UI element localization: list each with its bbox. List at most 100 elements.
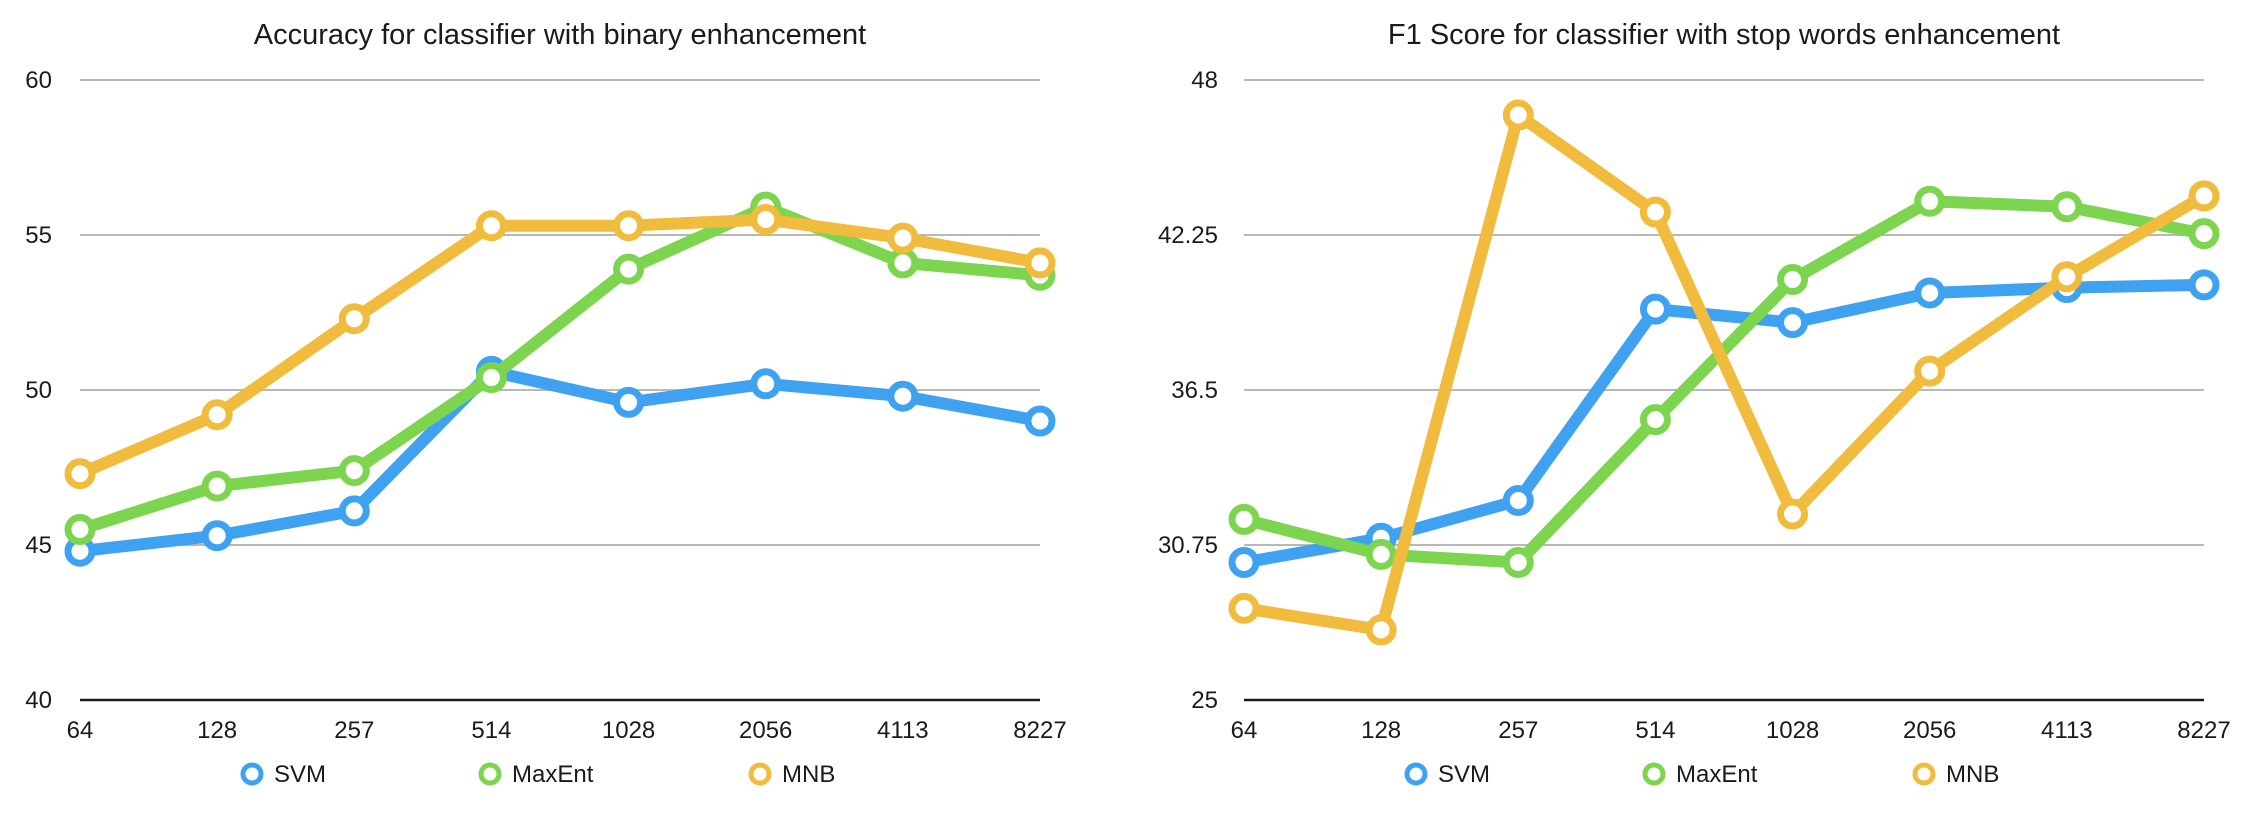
chart-title: Accuracy for classifier with binary enha… (254, 19, 866, 51)
legend-label: MNB (782, 761, 835, 788)
data-point-maxent (1777, 263, 1809, 295)
y-tick-label: 42.25 (1158, 222, 1218, 249)
data-point-mnb (338, 303, 370, 335)
series-maxent (64, 191, 1056, 545)
data-point-svm (1024, 405, 1056, 437)
data-point-maxent (201, 470, 233, 502)
legend-label: SVM (274, 761, 326, 788)
data-point-mnb (613, 210, 645, 242)
data-point-mnb (64, 458, 96, 490)
series-svm (64, 355, 1056, 567)
legend-marker-icon (1642, 762, 1666, 786)
data-point-svm (613, 386, 645, 418)
chart-title: F1 Score for classifier with stop words … (1388, 19, 2060, 51)
x-tick-label: 64 (1231, 717, 1258, 744)
data-point-mnb (750, 204, 782, 235)
data-point-maxent (338, 455, 370, 487)
data-point-mnb (2051, 261, 2083, 293)
data-point-mnb (887, 222, 919, 254)
y-tick-label: 30.75 (1158, 532, 1218, 559)
legend-label: SVM (1438, 761, 1490, 788)
x-tick-label: 2056 (1903, 717, 1956, 744)
series-line-mnb (1238, 109, 2210, 636)
data-point-svm (1502, 485, 1534, 517)
legend-item-svm: SVM (240, 761, 326, 788)
y-tick-label: 25 (1191, 687, 1218, 714)
legend-marker-icon (1912, 762, 1936, 786)
legend-marker-icon (240, 762, 264, 786)
data-point-mnb (1777, 498, 1809, 530)
x-tick-label: 514 (1635, 717, 1675, 744)
x-tick-label: 8227 (1013, 717, 1066, 744)
legend-label: MaxEnt (1676, 761, 1758, 788)
y-tick-label: 40 (25, 687, 52, 714)
x-tick-label: 4113 (2041, 717, 2093, 744)
data-point-maxent (1365, 538, 1397, 570)
data-point-mnb (201, 399, 233, 431)
legend-item-mnb: MNB (1912, 761, 1999, 788)
data-point-mnb (1639, 196, 1671, 228)
legend-item-maxent: MaxEnt (478, 761, 594, 788)
data-point-svm (750, 368, 782, 400)
series-line-mnb (74, 213, 1046, 480)
y-tick-label: 36.5 (1171, 377, 1218, 404)
data-point-mnb (1502, 99, 1534, 131)
data-point-mnb (1914, 355, 1946, 387)
legend-item-maxent: MaxEnt (1642, 761, 1758, 788)
data-point-svm (338, 495, 370, 527)
y-tick-label: 48 (1191, 67, 1218, 94)
data-point-maxent (1228, 503, 1260, 535)
x-tick-label: 1028 (1766, 717, 1819, 744)
data-point-svm (887, 380, 919, 412)
series-mnb (1228, 99, 2220, 646)
series-line-maxent (1238, 195, 2210, 569)
legend-marker-icon (1404, 762, 1428, 786)
series-line-maxent (74, 201, 1046, 536)
series-line-svm (1238, 278, 2210, 569)
data-point-maxent (613, 253, 645, 285)
data-point-maxent (475, 362, 507, 394)
x-tick-label: 514 (471, 717, 511, 744)
legend-item-svm: SVM (1404, 761, 1490, 788)
x-tick-label: 64 (67, 717, 94, 744)
accuracy-chart: Accuracy for classifier with binary enha… (25, 19, 1066, 788)
data-point-svm (1639, 293, 1671, 325)
legend-marker-icon (478, 762, 502, 786)
data-point-maxent (887, 247, 919, 279)
data-point-maxent (1639, 404, 1671, 436)
x-tick-label: 257 (1498, 717, 1538, 744)
data-point-maxent (64, 514, 96, 545)
y-tick-label: 55 (25, 222, 52, 249)
data-point-maxent (2051, 191, 2083, 223)
data-point-svm (1914, 277, 1946, 309)
data-point-mnb (1024, 247, 1056, 279)
x-tick-label: 4113 (877, 717, 929, 744)
series-mnb (64, 204, 1056, 490)
legend-label: MaxEnt (512, 761, 594, 788)
data-point-maxent (1502, 547, 1534, 579)
x-tick-label: 8227 (2177, 717, 2230, 744)
data-point-mnb (1228, 592, 1260, 624)
data-point-svm (201, 520, 233, 552)
x-tick-label: 1028 (602, 717, 655, 744)
x-tick-label: 257 (334, 717, 374, 744)
series-svm (1228, 269, 2220, 579)
x-tick-label: 128 (197, 717, 237, 744)
series-line-svm (74, 365, 1046, 558)
y-tick-label: 50 (25, 377, 52, 404)
data-point-maxent (1914, 185, 1946, 217)
data-point-mnb (2188, 180, 2220, 212)
data-point-mnb (475, 210, 507, 242)
series-maxent (1228, 185, 2220, 579)
data-point-mnb (1365, 614, 1397, 646)
y-tick-label: 60 (25, 67, 52, 94)
legend-item-mnb: MNB (748, 761, 835, 788)
legend-marker-icon (748, 762, 772, 786)
x-tick-label: 2056 (739, 717, 792, 744)
data-point-svm (2188, 269, 2220, 301)
legend-label: MNB (1946, 761, 1999, 788)
y-tick-label: 45 (25, 532, 52, 559)
f1-score-chart: F1 Score for classifier with stop words … (1158, 19, 2231, 788)
data-point-maxent (2188, 218, 2220, 250)
